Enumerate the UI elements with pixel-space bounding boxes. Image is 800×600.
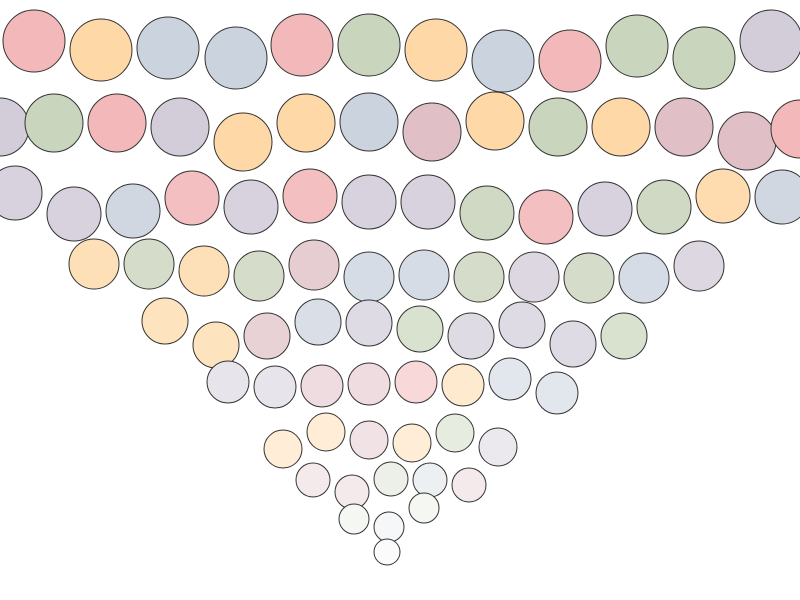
bubble-pink — [3, 10, 65, 72]
bubble-green — [338, 14, 400, 76]
bubble-orange — [214, 113, 272, 171]
bubble-mauve — [348, 363, 390, 405]
bubble-pink — [165, 171, 219, 225]
bubble-blue — [536, 372, 578, 414]
bubble-mauve — [718, 112, 776, 170]
bubble-mauve — [301, 365, 343, 407]
bubble-orange — [405, 19, 467, 81]
bubble-green — [374, 462, 408, 496]
bubble-green — [454, 252, 504, 302]
bubble-blue — [106, 184, 160, 238]
bubble-lavender — [342, 175, 396, 229]
bubble-blue — [489, 358, 531, 400]
bubble-orange — [307, 413, 345, 451]
bubble-mauve — [403, 103, 461, 161]
bubble-pink — [519, 190, 573, 244]
bubble-blue — [137, 17, 199, 79]
bubble-lavender — [207, 361, 249, 403]
bubble-green — [606, 15, 668, 77]
bubble-lavender — [151, 98, 209, 156]
bubble-green — [234, 251, 284, 301]
bubble-blue — [340, 93, 398, 151]
bubble-pink — [283, 169, 337, 223]
bubble-lavender — [401, 175, 455, 229]
bubble-lavender — [448, 313, 494, 359]
bubble-lavender — [0, 98, 29, 156]
bubble-lavender — [674, 241, 724, 291]
bubble-orange — [442, 364, 484, 406]
bubble-green — [339, 504, 369, 534]
bubble-mauve — [350, 421, 388, 459]
bubble-pink — [771, 100, 800, 158]
bubble-lavender — [346, 300, 392, 346]
bubble-lavender — [740, 10, 800, 72]
bubble-green — [397, 306, 443, 352]
bubble-blue — [619, 253, 669, 303]
bubble-green — [409, 493, 439, 523]
bubble-lavender — [224, 180, 278, 234]
bubble-green — [529, 98, 587, 156]
bubble-lavender — [578, 182, 632, 236]
bubble-orange — [466, 92, 524, 150]
bubble-blue — [755, 170, 800, 224]
bubble-pink — [539, 30, 601, 92]
bubble-pink — [271, 14, 333, 76]
bubble-blue — [413, 463, 447, 497]
bubble-mauve — [655, 98, 713, 156]
bubble-pink — [88, 94, 146, 152]
bubble-pink — [395, 361, 437, 403]
bubble-green — [673, 27, 735, 89]
bubble-lavender — [0, 166, 42, 220]
bubble-green — [564, 253, 614, 303]
bubble-blue — [374, 512, 404, 542]
bubble-blue — [472, 30, 534, 92]
bubble-lavender — [550, 321, 596, 367]
bubble-green — [25, 94, 83, 152]
bubble-blue — [344, 252, 394, 302]
bubble-orange — [69, 239, 119, 289]
bubble-blue — [205, 27, 267, 89]
bubble-blue — [295, 299, 341, 345]
bubble-orange — [592, 98, 650, 156]
bubble-green — [460, 186, 514, 240]
bubble-lavender — [254, 366, 296, 408]
bubble-orange — [393, 424, 431, 462]
bubble-lavender — [479, 428, 517, 466]
bubble-orange — [179, 246, 229, 296]
bubble-green — [436, 414, 474, 452]
bubble-blue — [374, 539, 400, 565]
bubble-blue — [399, 250, 449, 300]
bubble-orange — [696, 169, 750, 223]
bubble-lavender — [509, 252, 559, 302]
bubble-orange — [277, 94, 335, 152]
bubble-mauve — [289, 240, 339, 290]
bubble-orange — [142, 298, 188, 344]
bubble-group — [0, 10, 800, 565]
bubble-green — [637, 180, 691, 234]
bubble-lavender — [499, 302, 545, 348]
bubble-green — [124, 239, 174, 289]
bubble-orange — [70, 19, 132, 81]
bubble-mauve — [296, 463, 330, 497]
bubble-mauve — [452, 468, 486, 502]
bubble-green — [601, 313, 647, 359]
bubble-lavender — [47, 187, 101, 241]
bubble-mauve — [244, 313, 290, 359]
bubble-orange — [264, 430, 302, 468]
